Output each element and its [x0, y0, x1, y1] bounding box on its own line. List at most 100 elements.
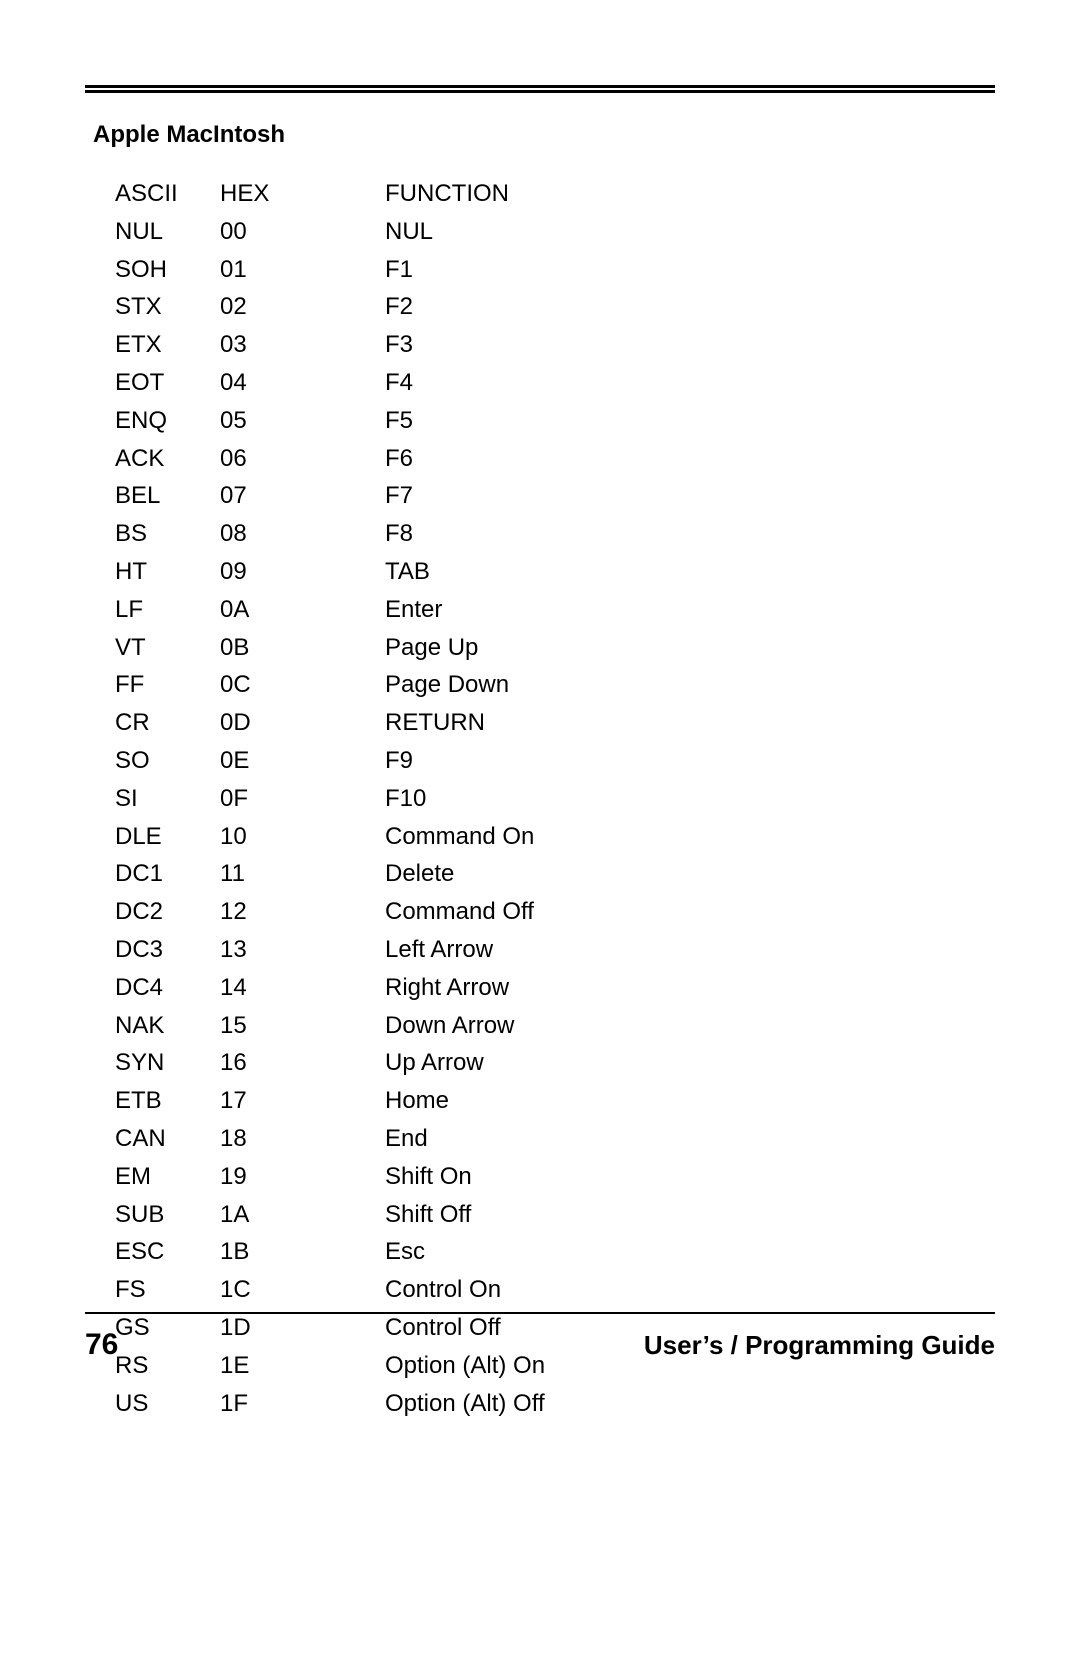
- cell-func: RETURN: [385, 706, 545, 744]
- cell-func: F8: [385, 517, 545, 555]
- header-ascii: ASCII: [115, 177, 220, 215]
- cell-hex: 0A: [220, 593, 385, 631]
- table-row: CR0DRETURN: [115, 706, 545, 744]
- cell-ascii: EM: [115, 1160, 220, 1198]
- table-row: BS08F8: [115, 517, 545, 555]
- cell-hex: 00: [220, 215, 385, 253]
- cell-hex: 05: [220, 404, 385, 442]
- table-row: ESC1BEsc: [115, 1235, 545, 1273]
- cell-ascii: SYN: [115, 1046, 220, 1084]
- table-row: CAN18End: [115, 1122, 545, 1160]
- cell-ascii: ENQ: [115, 404, 220, 442]
- cell-ascii: FS: [115, 1273, 220, 1311]
- cell-hex: 10: [220, 820, 385, 858]
- cell-hex: 03: [220, 328, 385, 366]
- cell-hex: 13: [220, 933, 385, 971]
- cell-ascii: CR: [115, 706, 220, 744]
- cell-ascii: US: [115, 1387, 220, 1425]
- page-footer: 76 User’s / Programming Guide: [85, 1312, 995, 1362]
- table-row: DC313Left Arrow: [115, 933, 545, 971]
- cell-ascii: BS: [115, 517, 220, 555]
- cell-ascii: NAK: [115, 1009, 220, 1047]
- guide-title: User’s / Programming Guide: [644, 1330, 995, 1361]
- table-row: FF0CPage Down: [115, 668, 545, 706]
- cell-hex: 0B: [220, 631, 385, 669]
- cell-hex: 06: [220, 442, 385, 480]
- cell-hex: 08: [220, 517, 385, 555]
- cell-hex: 16: [220, 1046, 385, 1084]
- cell-ascii: ESC: [115, 1235, 220, 1273]
- cell-ascii: EOT: [115, 366, 220, 404]
- table-row: DLE10Command On: [115, 820, 545, 858]
- cell-hex: 19: [220, 1160, 385, 1198]
- cell-func: F1: [385, 253, 545, 291]
- cell-func: F4: [385, 366, 545, 404]
- cell-ascii: SUB: [115, 1198, 220, 1236]
- table-row: VT0BPage Up: [115, 631, 545, 669]
- cell-func: F9: [385, 744, 545, 782]
- cell-func: F10: [385, 782, 545, 820]
- cell-ascii: SOH: [115, 253, 220, 291]
- table-row: STX02F2: [115, 290, 545, 328]
- table-row: FS1CControl On: [115, 1273, 545, 1311]
- table-row: US1FOption (Alt) Off: [115, 1387, 545, 1425]
- cell-func: Control On: [385, 1273, 545, 1311]
- cell-ascii: SI: [115, 782, 220, 820]
- cell-func: Shift On: [385, 1160, 545, 1198]
- cell-func: TAB: [385, 555, 545, 593]
- cell-hex: 09: [220, 555, 385, 593]
- cell-ascii: STX: [115, 290, 220, 328]
- table-row: DC111Delete: [115, 857, 545, 895]
- cell-func: Home: [385, 1084, 545, 1122]
- cell-ascii: VT: [115, 631, 220, 669]
- cell-ascii: DLE: [115, 820, 220, 858]
- table-row: HT09TAB: [115, 555, 545, 593]
- table-row: ETB17Home: [115, 1084, 545, 1122]
- cell-ascii: ETB: [115, 1084, 220, 1122]
- table-row: NUL00NUL: [115, 215, 545, 253]
- cell-func: F5: [385, 404, 545, 442]
- cell-func: Delete: [385, 857, 545, 895]
- cell-ascii: LF: [115, 593, 220, 631]
- footer-row: 76 User’s / Programming Guide: [85, 1328, 995, 1362]
- cell-func: Enter: [385, 593, 545, 631]
- cell-hex: 04: [220, 366, 385, 404]
- cell-hex: 12: [220, 895, 385, 933]
- section-title: Apple MacIntosh: [93, 121, 995, 149]
- cell-ascii: DC4: [115, 971, 220, 1009]
- header-func: FUNCTION: [385, 177, 545, 215]
- cell-hex: 02: [220, 290, 385, 328]
- header-hex: HEX: [220, 177, 385, 215]
- cell-ascii: NUL: [115, 215, 220, 253]
- cell-func: Option (Alt) Off: [385, 1387, 545, 1425]
- cell-hex: 0F: [220, 782, 385, 820]
- cell-func: Right Arrow: [385, 971, 545, 1009]
- table-row: LF0AEnter: [115, 593, 545, 631]
- cell-func: Command On: [385, 820, 545, 858]
- table-row: ETX03F3: [115, 328, 545, 366]
- cell-hex: 0D: [220, 706, 385, 744]
- cell-func: Shift Off: [385, 1198, 545, 1236]
- cell-ascii: DC1: [115, 857, 220, 895]
- cell-ascii: ACK: [115, 442, 220, 480]
- page-content: Apple MacIntosh ASCIIHEXFUNCTIONNUL00NUL…: [85, 85, 995, 1424]
- cell-hex: 15: [220, 1009, 385, 1047]
- table-row: EOT04F4: [115, 366, 545, 404]
- cell-hex: 0E: [220, 744, 385, 782]
- table-row: ENQ05F5: [115, 404, 545, 442]
- top-double-rule: [85, 85, 995, 93]
- cell-func: Page Down: [385, 668, 545, 706]
- cell-func: Left Arrow: [385, 933, 545, 971]
- cell-ascii: ETX: [115, 328, 220, 366]
- table-row: SUB1AShift Off: [115, 1198, 545, 1236]
- cell-func: F2: [385, 290, 545, 328]
- cell-func: End: [385, 1122, 545, 1160]
- cell-func: Command Off: [385, 895, 545, 933]
- table-row: SYN16Up Arrow: [115, 1046, 545, 1084]
- cell-hex: 1F: [220, 1387, 385, 1425]
- cell-hex: 17: [220, 1084, 385, 1122]
- page-number: 76: [85, 1328, 118, 1362]
- cell-ascii: DC3: [115, 933, 220, 971]
- cell-hex: 18: [220, 1122, 385, 1160]
- table-row: SO0EF9: [115, 744, 545, 782]
